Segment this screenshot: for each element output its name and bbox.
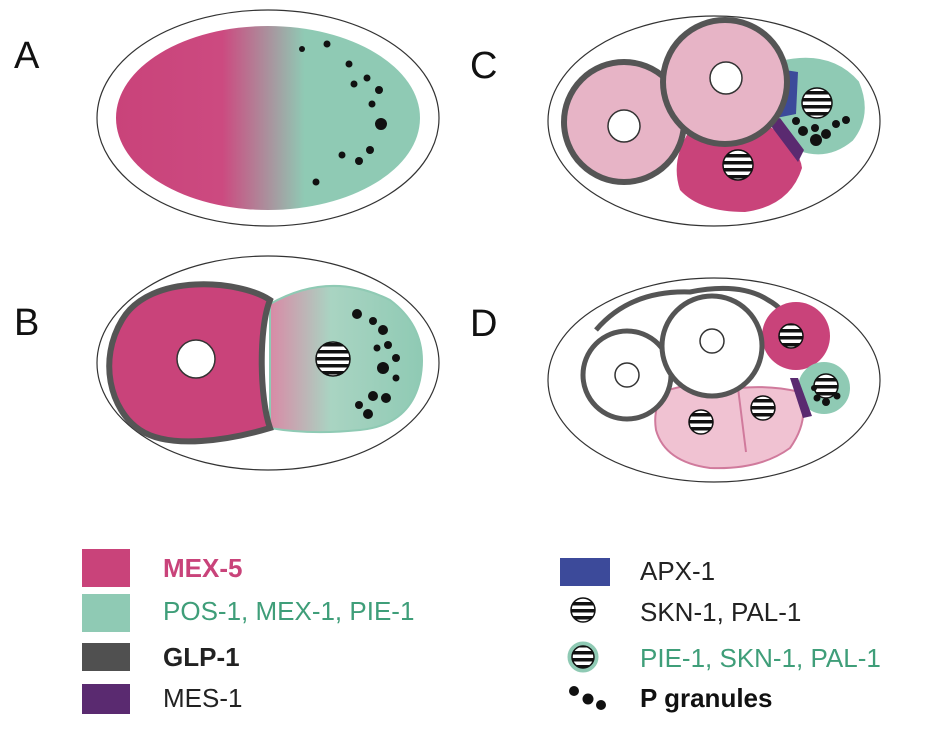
cell-boundary [737,387,747,453]
panel-c: C [470,15,881,227]
glp1-swatch [82,643,130,671]
skn1-pal1-nucleus [315,341,351,377]
panel-d-label: D [470,303,497,345]
glp1-label: GLP-1 [163,642,240,672]
pie1-label: PIE-1, SKN-1, PAL-1 [640,643,881,673]
skn1-label: SKN-1, PAL-1 [640,597,801,627]
mex5-swatch [82,549,130,587]
pos1-swatch [82,594,130,632]
skn1-pal1-nucleus [722,149,754,181]
panel-b-label: B [14,302,39,344]
nucleus [614,362,640,388]
mex5-label: MEX-5 [163,553,242,583]
p-granules [352,309,400,419]
nucleus [176,339,216,379]
stripes-icon [570,597,596,623]
panel-d: D [470,277,881,483]
panel-b: B [14,255,440,471]
p-granules [811,385,841,406]
panel-a: A [14,9,440,227]
stripes-icon [571,645,595,669]
mes1-band [768,118,804,162]
mes1-swatch [82,684,130,714]
mes1-band [790,378,812,418]
skn1-pal1-nucleus [750,395,776,421]
panel-c-label: C [470,45,497,87]
p-granules-icon [569,686,606,710]
pos1-label: POS-1, MEX-1, PIE-1 [163,596,414,626]
zygote-cell [116,26,420,210]
legend: MEX-5 POS-1, MEX-1, PIE-1 GLP-1 MES-1 AP… [82,549,881,714]
nucleus [709,61,743,95]
skn1-pal1-nucleus [688,409,714,435]
skn1-pal1-nucleus [801,87,833,119]
panel-a-label: A [14,35,40,77]
mes1-label: MES-1 [163,683,242,713]
p-granules-label: P granules [640,683,772,713]
skn1-pal1-nucleus [778,323,804,349]
apx1-swatch [560,558,610,586]
nucleus [607,109,641,143]
p-granules [792,116,850,146]
p-granules [299,40,387,186]
nucleus [699,328,725,354]
apx1-label: APX-1 [640,556,715,586]
